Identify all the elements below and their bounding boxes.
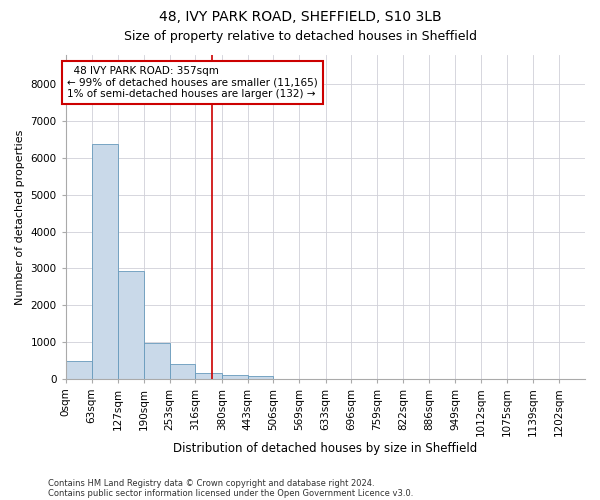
- Bar: [144, 344, 170, 378]
- Bar: [66, 362, 92, 378]
- Text: Contains public sector information licensed under the Open Government Licence v3: Contains public sector information licen…: [48, 488, 413, 498]
- Bar: [170, 364, 196, 378]
- Y-axis label: Number of detached properties: Number of detached properties: [15, 129, 25, 304]
- X-axis label: Distribution of detached houses by size in Sheffield: Distribution of detached houses by size …: [173, 442, 478, 455]
- Bar: [248, 376, 274, 378]
- Text: Contains HM Land Registry data © Crown copyright and database right 2024.: Contains HM Land Registry data © Crown c…: [48, 478, 374, 488]
- Text: 48 IVY PARK ROAD: 357sqm  
← 99% of detached houses are smaller (11,165)
1% of s: 48 IVY PARK ROAD: 357sqm ← 99% of detach…: [67, 66, 318, 99]
- Bar: [196, 373, 222, 378]
- Bar: [118, 272, 144, 378]
- Bar: [92, 144, 118, 378]
- Text: Size of property relative to detached houses in Sheffield: Size of property relative to detached ho…: [124, 30, 476, 43]
- Text: 48, IVY PARK ROAD, SHEFFIELD, S10 3LB: 48, IVY PARK ROAD, SHEFFIELD, S10 3LB: [158, 10, 442, 24]
- Bar: [222, 375, 248, 378]
